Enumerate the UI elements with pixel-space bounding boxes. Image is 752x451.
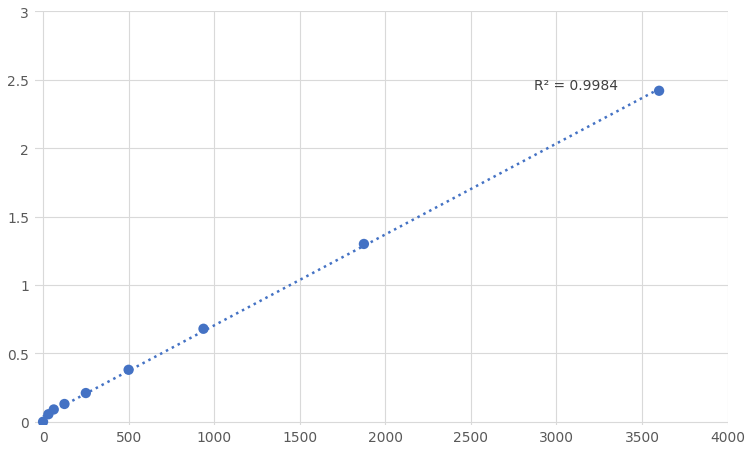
Point	[47, 406, 59, 413]
Text: R² = 0.9984: R² = 0.9984	[534, 79, 618, 93]
Point	[123, 366, 135, 373]
Point	[198, 326, 210, 333]
Point	[653, 88, 665, 95]
Point	[42, 411, 54, 418]
Point	[59, 400, 71, 408]
Point	[80, 390, 92, 397]
Point	[358, 241, 370, 248]
Point	[37, 418, 49, 425]
